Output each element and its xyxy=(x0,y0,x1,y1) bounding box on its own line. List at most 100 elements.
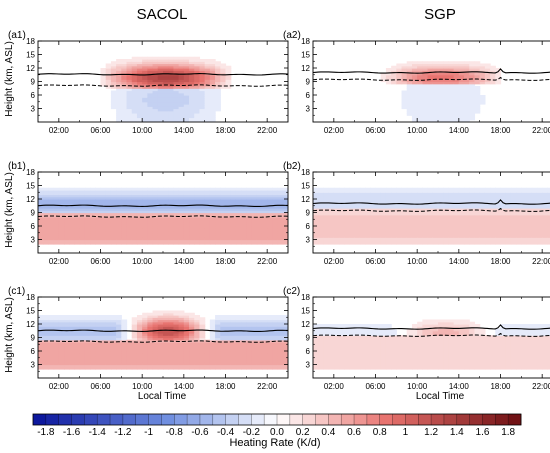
heatmap-cell xyxy=(267,319,273,323)
heatmap-cell xyxy=(142,226,148,229)
heatmap-cell xyxy=(105,228,112,232)
heatmap-cell xyxy=(178,86,185,89)
heatmap-cell xyxy=(100,346,107,350)
heatmap-cell xyxy=(427,199,434,202)
heatmap-cell xyxy=(443,223,450,227)
heatmap-cell xyxy=(152,239,159,243)
heatmap-cell xyxy=(84,237,91,241)
heatmap-cell xyxy=(391,203,397,207)
heatmap-cell xyxy=(147,223,154,227)
heatmap-cell xyxy=(479,72,486,76)
heatmap-cell xyxy=(126,81,133,85)
heatmap-cell xyxy=(215,97,221,101)
heatmap-cell xyxy=(116,68,122,71)
heatmap-cell xyxy=(272,335,279,339)
heatmap-cell xyxy=(438,199,444,202)
heatmap-cell xyxy=(391,201,397,205)
heatmap-cell xyxy=(100,355,107,359)
heatmap-cell xyxy=(359,212,366,216)
heatmap-cell xyxy=(189,312,195,316)
heatmap-cell xyxy=(157,108,164,112)
heatmap-cell xyxy=(354,228,361,232)
heatmap-cell xyxy=(427,232,434,236)
heatmap-cell xyxy=(484,194,491,198)
heatmap-cell xyxy=(406,192,413,196)
heatmap-cell xyxy=(380,199,387,202)
heatmap-cell xyxy=(152,110,159,114)
heatmap-cell xyxy=(438,99,444,103)
heatmap-cell xyxy=(64,337,70,341)
heatmap-cell xyxy=(333,226,340,229)
heatmap-cell xyxy=(64,221,70,225)
heatmap-cell xyxy=(168,217,175,220)
heatmap-cell xyxy=(427,110,434,114)
heatmap-cell xyxy=(448,212,455,216)
heatmap-cell xyxy=(458,194,465,198)
heatmap-cell xyxy=(147,348,154,352)
heatmap-cell xyxy=(183,208,190,211)
heatmap-cell xyxy=(318,328,325,332)
heatmap-cell xyxy=(194,353,201,357)
heatmap-cell xyxy=(256,208,263,211)
heatmap-cell xyxy=(215,77,221,80)
heatmap-cell xyxy=(163,366,169,370)
heatmap-cell xyxy=(142,63,148,67)
heatmap-cell xyxy=(241,210,247,214)
heatmap-cell xyxy=(354,214,361,218)
heatmap-cell xyxy=(458,205,465,209)
heatmap-cell xyxy=(64,192,70,196)
heatmap-cell xyxy=(349,196,356,200)
heatmap-cell xyxy=(427,88,434,92)
heatmap-cell xyxy=(510,226,517,229)
heatmap-cell xyxy=(199,201,206,205)
heatmap-cell xyxy=(411,205,418,209)
heatmap-cell xyxy=(406,99,413,103)
heatmap-cell xyxy=(110,355,117,359)
heatmap-cell xyxy=(272,342,279,345)
heatmap-cell xyxy=(178,187,185,191)
heatmap-cell xyxy=(168,324,175,327)
heatmap-cell xyxy=(116,205,122,209)
heatmap-cell xyxy=(209,106,216,110)
heatmap-cell xyxy=(401,208,408,211)
heatmap-cell xyxy=(370,199,377,202)
heatmap-cell xyxy=(339,201,345,205)
heatmap-cell xyxy=(209,205,216,209)
heatmap-cell xyxy=(246,344,253,348)
heatmap-cell xyxy=(267,210,273,214)
heatmap-cell xyxy=(220,339,227,343)
heatmap-cell xyxy=(199,59,206,62)
heatmap-cell xyxy=(152,357,159,361)
heatmap-cell xyxy=(359,190,366,193)
heatmap-cell xyxy=(401,226,408,229)
heatmap-cell xyxy=(142,92,148,96)
heatmap-cell xyxy=(147,74,154,78)
heatmap-cell xyxy=(417,72,423,76)
heatmap-cell xyxy=(469,230,476,234)
heatmap-cell xyxy=(313,335,319,339)
heatmap-cell xyxy=(194,346,201,350)
heatmap-cell xyxy=(251,348,258,352)
heatmap-cell xyxy=(505,190,512,193)
heatmap-cell xyxy=(469,92,476,96)
heatmap-cell xyxy=(469,196,476,200)
heatmap-cell xyxy=(178,237,185,241)
heatmap-cell xyxy=(131,190,138,193)
heatmap-cell xyxy=(385,77,392,80)
heatmap-cell xyxy=(110,70,117,74)
heatmap-cell xyxy=(110,219,117,223)
heatmap-cell xyxy=(479,101,486,105)
heatmap-cell xyxy=(396,239,403,243)
heatmap-cell xyxy=(152,194,159,198)
heatmap-cell xyxy=(370,208,377,211)
heatmap-cell xyxy=(443,192,450,196)
heatmap-cell xyxy=(282,333,288,336)
heatmap-cell xyxy=(396,196,403,200)
heatmap-cell xyxy=(74,212,81,216)
heatmap-cell xyxy=(215,212,221,216)
heatmap-cell xyxy=(204,108,211,112)
heatmap-cell xyxy=(173,192,180,196)
heatmap-cell xyxy=(261,235,268,238)
heatmap-cell xyxy=(267,230,273,234)
heatmap-cell xyxy=(443,86,450,89)
